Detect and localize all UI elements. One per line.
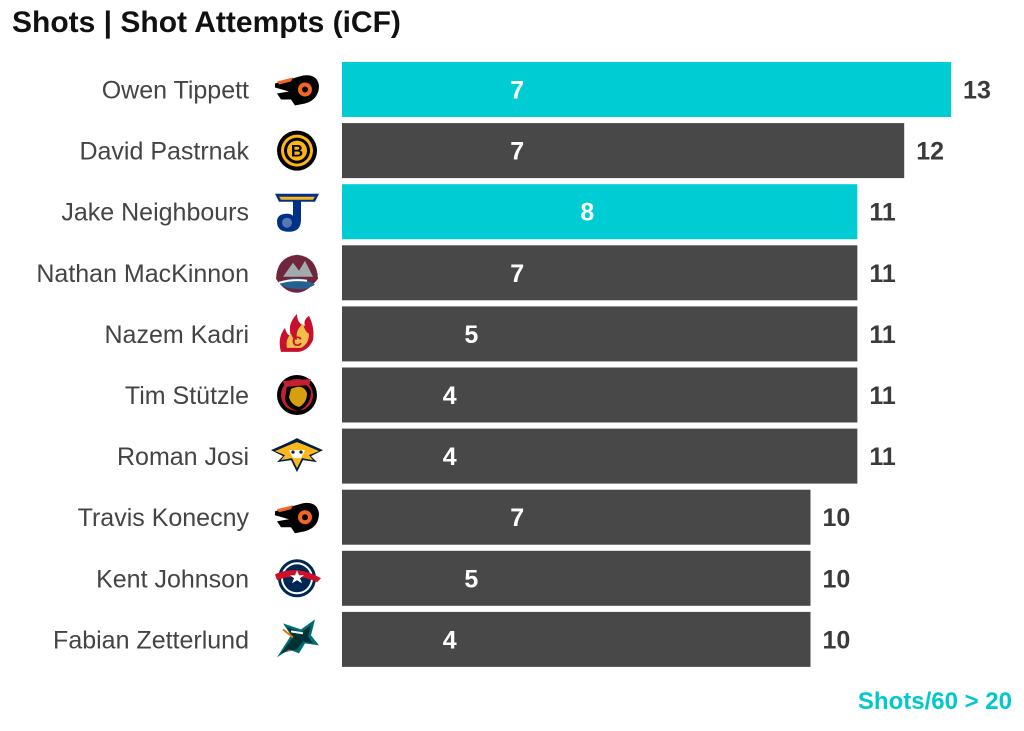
bar-total-label: 13: [963, 77, 991, 105]
blues-logo-icon: [275, 193, 319, 232]
player-label: Owen Tippett: [102, 77, 249, 105]
bar-inner-label: 7: [510, 260, 524, 288]
bar-total-label: 11: [869, 443, 896, 471]
bar-total-label: 11: [869, 321, 896, 349]
predators-logo-icon: [271, 438, 323, 473]
bar: [342, 245, 858, 301]
bar: [342, 428, 858, 484]
chart-title: Shots | Shot Attempts (iCF): [12, 6, 401, 39]
bar: [342, 367, 858, 423]
bar-total-label: 11: [869, 260, 896, 288]
player-label: Tim Stützle: [125, 382, 249, 410]
avalanche-logo-icon: [275, 253, 319, 294]
bar-inner-label: 7: [510, 138, 524, 166]
player-label: David Pastrnak: [79, 138, 249, 166]
bar-inner-label: 4: [443, 382, 457, 410]
bruins-logo-icon: [277, 130, 317, 171]
flyers-logo-icon: [275, 498, 319, 537]
bar-total-label: 10: [823, 626, 851, 654]
flames-logo-icon: [279, 313, 314, 352]
bar: [342, 123, 905, 179]
player-label: Nazem Kadri: [105, 321, 250, 349]
bar-inner-label: 7: [510, 77, 524, 105]
player-label: Kent Johnson: [96, 565, 249, 593]
bar-inner-label: 5: [464, 565, 478, 593]
bar: [342, 184, 858, 240]
bar-total-label: 11: [869, 199, 896, 227]
sharks-logo-icon: [276, 618, 320, 659]
flyers-logo-icon: [275, 70, 319, 109]
bar-inner-label: 5: [464, 321, 478, 349]
bar-inner-label: 4: [443, 626, 457, 654]
footnote-label: Shots/60 > 20: [857, 688, 1012, 715]
bar: [342, 306, 858, 362]
player-label: Nathan MacKinnon: [36, 260, 249, 288]
bar-total-label: 10: [823, 565, 851, 593]
player-label: Jake Neighbours: [61, 199, 249, 227]
senators-logo-icon: [277, 375, 317, 415]
bar: [342, 611, 811, 667]
player-label: Travis Konecny: [78, 504, 250, 532]
player-label: Fabian Zetterlund: [53, 626, 249, 654]
bar-total-label: 12: [916, 138, 944, 166]
bar: [342, 489, 811, 545]
bar-inner-label: 4: [443, 443, 457, 471]
player-label: Roman Josi: [117, 443, 249, 471]
bar-inner-label: 8: [580, 199, 594, 227]
bar-total-label: 10: [823, 504, 851, 532]
bar: [342, 550, 811, 606]
bar-total-label: 11: [869, 382, 896, 410]
blue-jackets-logo-icon: [275, 559, 321, 598]
bar-inner-label: 7: [510, 504, 524, 532]
bar: [342, 62, 952, 117]
